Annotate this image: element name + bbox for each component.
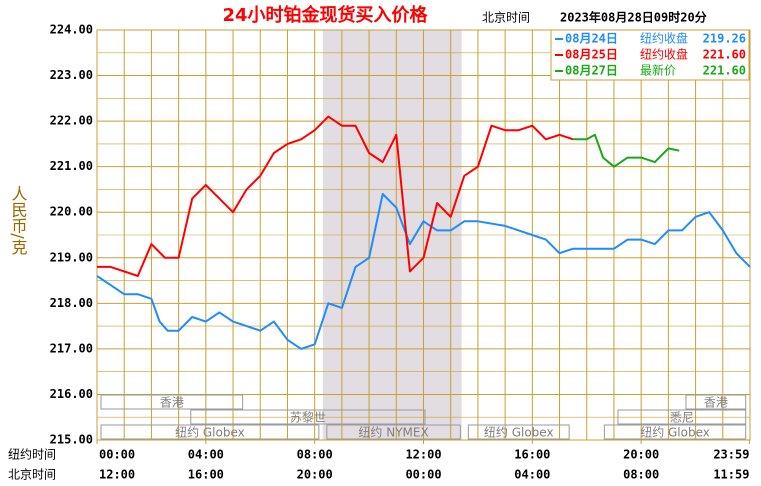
chart-subtitle: 北京时间 bbox=[482, 11, 530, 25]
session-label: 纽约 Globex bbox=[484, 425, 554, 440]
price-line bbox=[96, 193, 751, 350]
legend-value: 221.60 bbox=[703, 64, 746, 78]
y-tick-label: 219.00 bbox=[50, 250, 93, 264]
session-label: 纽约 Globex bbox=[640, 425, 710, 440]
y-tick-label: 215.00 bbox=[50, 433, 93, 447]
x-tick-label: 20:00 bbox=[623, 448, 659, 462]
x-tick-label: 16:00 bbox=[514, 448, 550, 462]
price-line bbox=[573, 133, 680, 168]
legend-note: 最新价 bbox=[640, 63, 676, 78]
y-tick-label: 218.00 bbox=[50, 296, 93, 310]
x-row-label: 北京时间 bbox=[8, 468, 56, 482]
y-tick-label: 223.00 bbox=[50, 68, 93, 82]
session-bar bbox=[603, 424, 747, 440]
x-row-label: 纽约时间 bbox=[8, 447, 56, 462]
x-tick-label-beijing: 12:00 bbox=[99, 468, 135, 482]
x-tick-label: 12:00 bbox=[405, 448, 441, 462]
x-tick-label-beijing: 04:00 bbox=[514, 468, 550, 482]
session-bar bbox=[100, 394, 244, 410]
chart-title: 24小时铂金现货买入价格 bbox=[222, 4, 428, 26]
x-tick-label-beijing: 16:00 bbox=[188, 468, 224, 482]
legend-note: 纽约收盘 bbox=[640, 31, 688, 46]
x-tick-label: 23:59 bbox=[713, 448, 749, 462]
session-bar bbox=[467, 424, 570, 440]
legend-value: 221.60 bbox=[703, 48, 746, 62]
x-tick-label-beijing: 08:00 bbox=[623, 468, 659, 482]
x-tick-label: 08:00 bbox=[297, 448, 333, 462]
legend-name: 08月24日 bbox=[565, 32, 618, 46]
session-bar bbox=[190, 409, 426, 425]
session-bar bbox=[326, 424, 461, 440]
legend-value: 219.26 bbox=[703, 32, 746, 46]
y-tick-label: 216.00 bbox=[50, 387, 93, 401]
y-tick-label: 221.00 bbox=[50, 159, 93, 173]
y-tick-label: 220.00 bbox=[50, 205, 93, 219]
y-tick-label: 217.00 bbox=[50, 341, 93, 355]
y-axis-label: 人民币/克 bbox=[9, 185, 28, 255]
session-label: 纽约 NYMEX bbox=[358, 425, 428, 440]
session-label: 香港 bbox=[160, 396, 184, 410]
x-tick-label-beijing: 11:59 bbox=[713, 468, 749, 482]
session-label: 悉尼 bbox=[670, 411, 694, 425]
session-bar bbox=[100, 424, 320, 440]
x-tick-label-beijing: 00:00 bbox=[405, 468, 441, 482]
price-line bbox=[97, 115, 574, 277]
session-bar bbox=[685, 394, 747, 410]
legend-box bbox=[550, 29, 750, 81]
legend-name: 08月25日 bbox=[565, 48, 618, 62]
x-tick-label: 04:00 bbox=[188, 448, 224, 462]
y-tick-label: 224.00 bbox=[50, 23, 93, 37]
timestamp: 2023年08月28日09时20分 bbox=[560, 10, 707, 25]
session-label: 苏黎世 bbox=[290, 411, 326, 425]
y-tick-label: 222.00 bbox=[50, 114, 93, 128]
legend-note: 纽约收盘 bbox=[640, 47, 688, 62]
x-tick-label-beijing: 20:00 bbox=[297, 468, 333, 482]
session-label: 香港 bbox=[704, 396, 728, 410]
legend-name: 08月27日 bbox=[565, 64, 618, 78]
session-label: 纽约 Globex bbox=[175, 425, 245, 440]
x-tick-label: 00:00 bbox=[99, 448, 135, 462]
session-bar bbox=[617, 409, 747, 425]
